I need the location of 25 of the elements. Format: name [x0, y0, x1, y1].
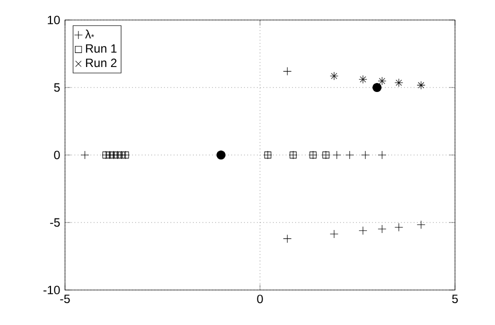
x-tick-label: -5 — [60, 294, 70, 304]
point — [394, 222, 404, 232]
y-tick-label: 10 — [48, 16, 60, 24]
point — [80, 150, 90, 160]
x-tick-label: 0 — [257, 294, 263, 304]
point — [283, 234, 292, 243]
point — [378, 150, 386, 160]
point — [216, 150, 226, 160]
point — [330, 230, 338, 238]
point — [345, 150, 354, 160]
legend-label: λ$_{*}$ — [85, 30, 94, 38]
y-tick-label: 0 — [54, 150, 60, 160]
point — [361, 150, 370, 160]
point — [372, 82, 382, 92]
y-tick-label: -10 — [43, 286, 60, 294]
point — [332, 150, 342, 160]
point — [378, 224, 386, 234]
y-tick-label: -5 — [50, 218, 60, 227]
x-tick-label: 5 — [452, 294, 458, 304]
point — [358, 226, 368, 235]
legend-label: Run 1 — [86, 44, 116, 53]
y-tick-label: 5 — [54, 83, 60, 92]
point — [416, 220, 426, 230]
point — [283, 67, 292, 76]
legend-label: Run 2 — [86, 58, 116, 68]
